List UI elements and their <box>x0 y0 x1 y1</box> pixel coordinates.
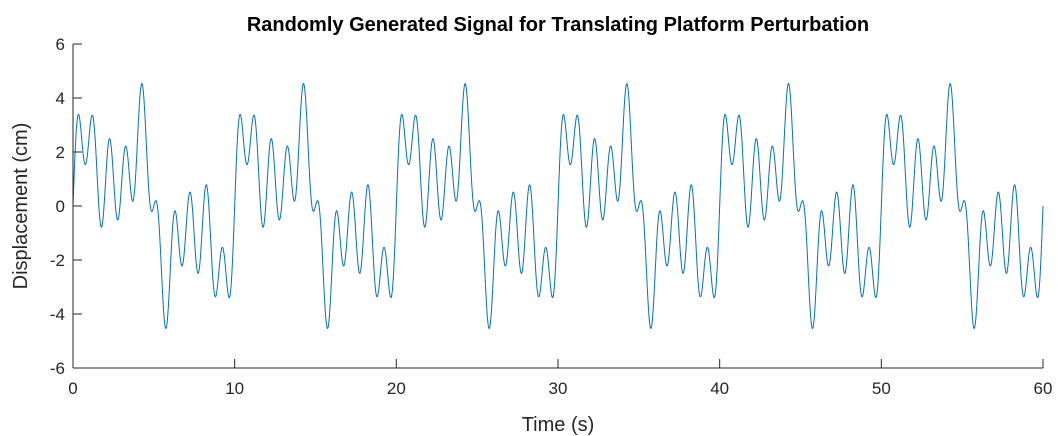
y-tick-label: 6 <box>56 35 65 54</box>
x-tick-label: 10 <box>225 379 244 398</box>
chart-title: Randomly Generated Signal for Translatin… <box>247 14 869 36</box>
x-tick-label: 60 <box>1034 379 1053 398</box>
x-tick-label: 50 <box>872 379 891 398</box>
plot-area <box>72 83 1044 329</box>
y-tick-label: -2 <box>50 251 65 270</box>
x-tick-label: 30 <box>549 379 568 398</box>
y-axis-label: Displacement (cm) <box>10 123 32 290</box>
y-tick-label: 0 <box>56 197 65 216</box>
x-tick-label: 20 <box>387 379 406 398</box>
y-ticks: -6 -4 -2 0 2 4 6 <box>50 35 82 378</box>
x-tick-label: 40 <box>710 379 729 398</box>
x-tick-label: 0 <box>68 379 77 398</box>
series-line <box>72 83 1044 329</box>
y-tick-label: -4 <box>50 305 65 324</box>
y-tick-label: 2 <box>56 143 65 162</box>
y-tick-label: -6 <box>50 359 65 378</box>
x-ticks: 0 10 20 30 40 50 60 <box>68 359 1052 398</box>
x-axis-label: Time (s) <box>522 414 595 436</box>
y-tick-label: 4 <box>56 89 65 108</box>
